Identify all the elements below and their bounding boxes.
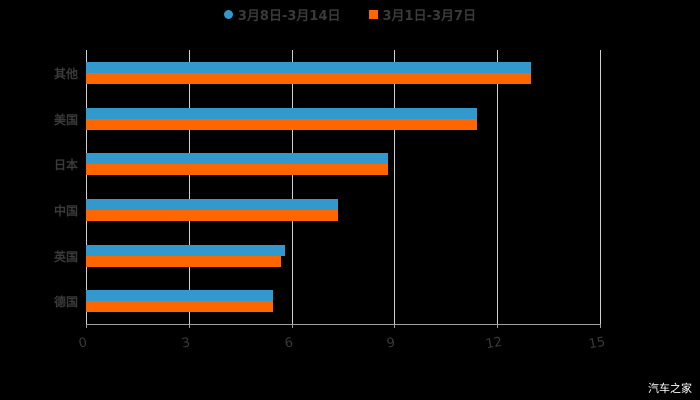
- bar[interactable]: [86, 244, 285, 256]
- legend-square-icon: [368, 9, 378, 19]
- bar[interactable]: [86, 153, 388, 165]
- watermark: 汽车之家: [648, 382, 692, 395]
- x-tick-label: 3: [180, 335, 192, 352]
- axis-tick: [394, 324, 396, 328]
- bar[interactable]: [86, 301, 273, 313]
- category-label: 其他: [53, 66, 78, 81]
- bar[interactable]: [86, 61, 532, 73]
- legend-item-week1[interactable]: 3月1日-3月7日: [368, 4, 477, 24]
- axis-tick: [600, 324, 601, 328]
- bar[interactable]: [86, 290, 273, 302]
- legend-label: 3月8日-3月14日: [237, 8, 341, 24]
- axis-tick: [86, 324, 87, 328]
- x-axis-line: [86, 324, 600, 325]
- x-tick-label: 12: [484, 334, 504, 353]
- gridline: [188, 50, 190, 324]
- legend-label: 3月1日-3月7日: [382, 8, 477, 24]
- legend-circle-icon: [223, 9, 233, 19]
- x-tick-label: 9: [386, 335, 397, 352]
- bar[interactable]: [86, 118, 477, 130]
- gridline: [86, 50, 87, 324]
- legend: 3月8日-3月14日 3月1日-3月7日: [0, 4, 700, 24]
- bar[interactable]: [86, 209, 338, 221]
- gridline: [600, 50, 601, 324]
- bar[interactable]: [86, 107, 477, 119]
- gridline: [394, 50, 396, 324]
- x-tick-label: 15: [587, 334, 607, 353]
- x-tick-label: 6: [283, 335, 294, 352]
- x-tick-label: 0: [77, 335, 89, 352]
- axis-tick: [291, 324, 293, 328]
- gridline: [497, 50, 499, 324]
- category-label: 德国: [53, 295, 78, 310]
- bar[interactable]: [86, 164, 388, 176]
- bar[interactable]: [86, 255, 282, 267]
- bar[interactable]: [86, 72, 532, 84]
- bar[interactable]: [86, 198, 338, 210]
- gridline: [291, 50, 293, 324]
- category-label: 日本: [53, 158, 78, 173]
- category-label: 英国: [53, 249, 78, 264]
- category-label: 美国: [53, 112, 78, 127]
- axis-tick: [188, 324, 190, 328]
- axis-tick: [497, 324, 499, 328]
- legend-item-week2[interactable]: 3月8日-3月14日: [223, 4, 341, 24]
- category-label: 中国: [53, 203, 78, 218]
